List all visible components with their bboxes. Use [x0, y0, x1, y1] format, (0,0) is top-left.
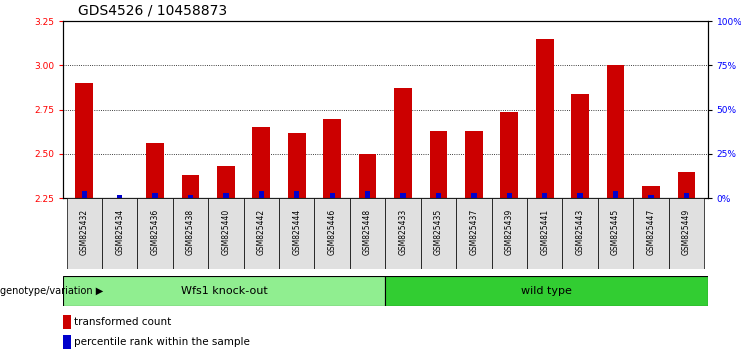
Bar — [208, 198, 244, 269]
Text: GSM825440: GSM825440 — [222, 209, 230, 255]
Text: genotype/variation ▶: genotype/variation ▶ — [0, 286, 103, 296]
Bar — [465, 131, 482, 198]
Bar — [259, 191, 264, 198]
Bar — [394, 88, 412, 198]
Bar — [500, 112, 518, 198]
Text: GSM825447: GSM825447 — [646, 209, 656, 255]
Bar — [102, 198, 137, 269]
Bar — [146, 143, 164, 198]
Bar — [244, 198, 279, 269]
Bar — [385, 276, 708, 306]
Bar — [571, 94, 589, 198]
Bar — [542, 193, 548, 198]
Bar — [350, 198, 385, 269]
Text: GDS4526 / 10458873: GDS4526 / 10458873 — [78, 4, 227, 18]
Bar — [456, 198, 491, 269]
Bar — [648, 195, 654, 198]
Bar — [562, 198, 598, 269]
Bar — [330, 193, 335, 198]
Text: transformed count: transformed count — [74, 317, 171, 327]
Bar — [76, 83, 93, 198]
Bar — [400, 193, 405, 198]
Bar — [436, 193, 441, 198]
Bar — [385, 198, 421, 269]
Text: percentile rank within the sample: percentile rank within the sample — [74, 337, 250, 347]
Bar — [634, 198, 668, 269]
Bar — [491, 198, 527, 269]
Bar — [598, 198, 634, 269]
Bar — [63, 276, 385, 306]
Bar — [294, 191, 299, 198]
Bar — [173, 198, 208, 269]
Bar — [253, 127, 270, 198]
Text: GSM825446: GSM825446 — [328, 209, 336, 255]
Text: GSM825448: GSM825448 — [363, 209, 372, 255]
Bar — [527, 198, 562, 269]
Text: GSM825435: GSM825435 — [434, 209, 443, 255]
Text: GSM825442: GSM825442 — [257, 209, 266, 255]
Text: GSM825441: GSM825441 — [540, 209, 549, 255]
Bar — [421, 198, 456, 269]
Bar — [314, 198, 350, 269]
Bar — [577, 193, 582, 198]
Bar — [471, 193, 476, 198]
Bar — [63, 315, 71, 329]
Text: GSM825444: GSM825444 — [292, 209, 302, 255]
Bar — [82, 191, 87, 198]
Bar — [507, 193, 512, 198]
Bar — [323, 119, 341, 198]
Text: GSM825449: GSM825449 — [682, 209, 691, 255]
Bar — [684, 193, 689, 198]
Text: GSM825432: GSM825432 — [80, 209, 89, 255]
Bar — [188, 195, 193, 198]
Bar — [182, 175, 199, 198]
Bar — [365, 191, 370, 198]
Text: GSM825433: GSM825433 — [399, 209, 408, 255]
Bar — [607, 65, 625, 198]
Bar — [137, 198, 173, 269]
Text: Wfs1 knock-out: Wfs1 knock-out — [181, 286, 268, 296]
Text: GSM825439: GSM825439 — [505, 209, 514, 255]
Bar — [288, 133, 305, 198]
Bar — [668, 198, 704, 269]
Text: GSM825443: GSM825443 — [576, 209, 585, 255]
Bar — [430, 131, 448, 198]
Bar — [677, 172, 695, 198]
Text: GSM825445: GSM825445 — [611, 209, 620, 255]
Bar — [153, 193, 158, 198]
Bar — [613, 191, 618, 198]
Bar — [279, 198, 314, 269]
Bar — [217, 166, 235, 198]
Text: GSM825436: GSM825436 — [150, 209, 159, 255]
Bar — [63, 335, 71, 348]
Text: GSM825434: GSM825434 — [115, 209, 124, 255]
Bar — [223, 193, 228, 198]
Text: GSM825438: GSM825438 — [186, 209, 195, 255]
Text: wild type: wild type — [521, 286, 572, 296]
Bar — [359, 154, 376, 198]
Text: GSM825437: GSM825437 — [469, 209, 479, 255]
Bar — [536, 39, 554, 198]
Bar — [117, 195, 122, 198]
Bar — [642, 186, 659, 198]
Bar — [67, 198, 102, 269]
